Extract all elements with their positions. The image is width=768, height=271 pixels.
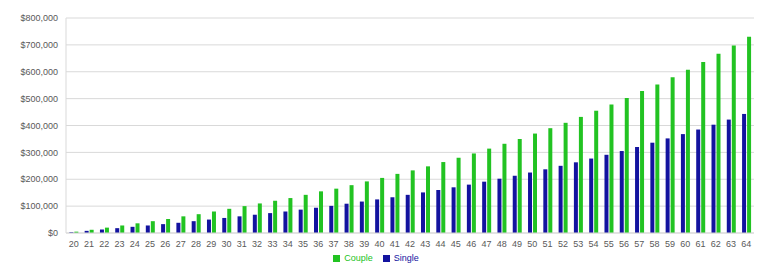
svg-text:56: 56 — [619, 239, 629, 249]
svg-text:40: 40 — [374, 239, 384, 249]
svg-text:29: 29 — [206, 239, 216, 249]
svg-text:27: 27 — [176, 239, 186, 249]
svg-text:62: 62 — [711, 239, 721, 249]
svg-text:37: 37 — [329, 239, 339, 249]
svg-text:47: 47 — [481, 239, 491, 249]
svg-text:44: 44 — [436, 239, 446, 249]
svg-text:$100,000: $100,000 — [20, 201, 58, 211]
svg-text:59: 59 — [665, 239, 675, 249]
svg-text:35: 35 — [298, 239, 308, 249]
html-text:Couple: Couple — [344, 253, 373, 263]
html-text:Single: Single — [393, 253, 419, 263]
svg-text:$300,000: $300,000 — [20, 148, 58, 158]
svg-text:63: 63 — [726, 239, 736, 249]
svg-text:26: 26 — [160, 239, 170, 249]
svg-text:52: 52 — [558, 239, 568, 249]
svg-text:45: 45 — [451, 239, 461, 249]
svg-text:50: 50 — [527, 239, 537, 249]
svg-text:21: 21 — [84, 239, 94, 249]
svg-text:25: 25 — [145, 239, 155, 249]
svg-text:$600,000: $600,000 — [20, 67, 58, 77]
svg-text:41: 41 — [390, 239, 400, 249]
svg-text:53: 53 — [573, 239, 583, 249]
svg-text:30: 30 — [222, 239, 232, 249]
svg-text:42: 42 — [405, 239, 415, 249]
svg-text:51: 51 — [543, 239, 553, 249]
svg-text:$0: $0 — [48, 228, 58, 238]
svg-text:28: 28 — [191, 239, 201, 249]
svg-text:33: 33 — [267, 239, 277, 249]
svg-text:49: 49 — [512, 239, 522, 249]
svg-text:60: 60 — [680, 239, 690, 249]
svg-text:36: 36 — [313, 239, 323, 249]
svg-text:32: 32 — [252, 239, 262, 249]
svg-text:46: 46 — [466, 239, 476, 249]
svg-text:55: 55 — [604, 239, 614, 249]
svg-text:54: 54 — [588, 239, 598, 249]
svg-text:39: 39 — [359, 239, 369, 249]
svg-text:$400,000: $400,000 — [20, 121, 58, 131]
svg-text:43: 43 — [420, 239, 430, 249]
svg-text:$500,000: $500,000 — [20, 94, 58, 104]
svg-text:34: 34 — [283, 239, 293, 249]
svg-text:31: 31 — [237, 239, 247, 249]
svg-text:61: 61 — [695, 239, 705, 249]
svg-text:$700,000: $700,000 — [20, 40, 58, 50]
svg-text:58: 58 — [650, 239, 660, 249]
svg-text:$800,000: $800,000 — [20, 13, 58, 23]
svg-text:24: 24 — [130, 239, 140, 249]
svg-text:57: 57 — [634, 239, 644, 249]
svg-text:22: 22 — [99, 239, 109, 249]
svg-text:23: 23 — [115, 239, 125, 249]
svg-text:$200,000: $200,000 — [20, 174, 58, 184]
svg-text:20: 20 — [69, 239, 79, 249]
svg-text:38: 38 — [344, 239, 354, 249]
svg-text:48: 48 — [497, 239, 507, 249]
svg-text:64: 64 — [741, 239, 751, 249]
